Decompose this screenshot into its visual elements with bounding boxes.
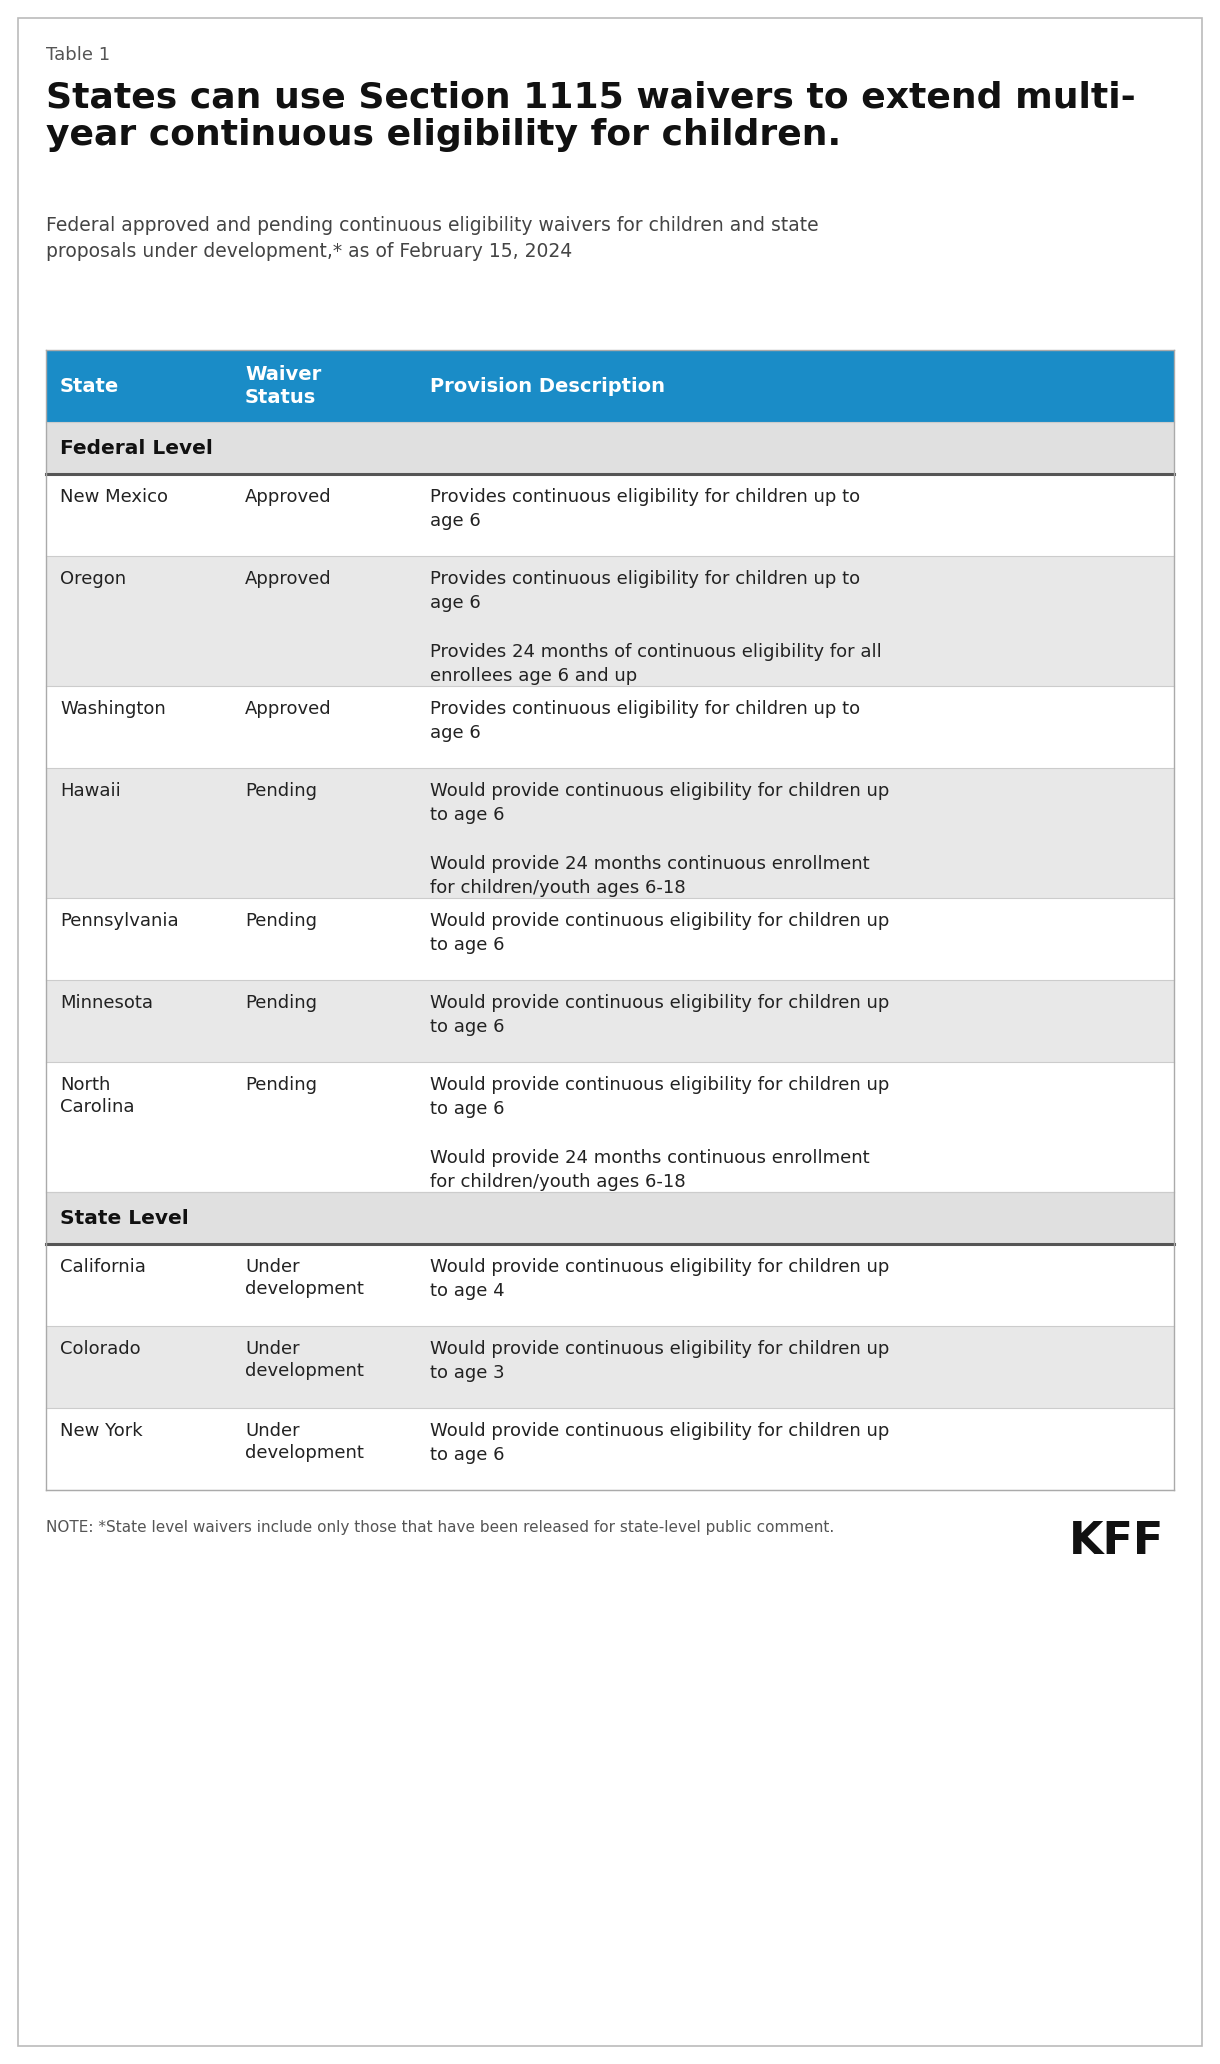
Text: North
Carolina: North Carolina	[60, 1075, 134, 1117]
FancyBboxPatch shape	[46, 421, 1174, 475]
Text: Hawaii: Hawaii	[60, 782, 121, 801]
Text: Approved: Approved	[245, 700, 332, 718]
Text: Under
development: Under development	[245, 1340, 364, 1381]
Text: Would provide continuous eligibility for children up
to age 6: Would provide continuous eligibility for…	[429, 995, 889, 1036]
Text: Pending: Pending	[245, 995, 317, 1011]
Text: NOTE: *State level waivers include only those that have been released for state-: NOTE: *State level waivers include only …	[46, 1519, 834, 1536]
Text: Waiver
Status: Waiver Status	[245, 365, 321, 407]
Text: Would provide continuous eligibility for children up
to age 6

Would provide 24 : Would provide continuous eligibility for…	[429, 782, 889, 898]
Text: Provides continuous eligibility for children up to
age 6: Provides continuous eligibility for chil…	[429, 487, 860, 530]
Text: Federal approved and pending continuous eligibility waivers for children and sta: Federal approved and pending continuous …	[46, 217, 819, 260]
Text: Federal Level: Federal Level	[60, 438, 212, 458]
FancyBboxPatch shape	[46, 768, 1174, 898]
Text: Under
development: Under development	[245, 1422, 364, 1461]
FancyBboxPatch shape	[46, 555, 1174, 685]
Text: Under
development: Under development	[245, 1257, 364, 1298]
Text: Colorado: Colorado	[60, 1340, 140, 1358]
Text: State: State	[60, 376, 120, 396]
Text: Approved: Approved	[245, 487, 332, 506]
Text: Pending: Pending	[245, 1075, 317, 1094]
Text: Pennsylvania: Pennsylvania	[60, 912, 178, 931]
Text: New York: New York	[60, 1422, 143, 1441]
FancyBboxPatch shape	[46, 685, 1174, 768]
Text: Provides continuous eligibility for children up to
age 6: Provides continuous eligibility for chil…	[429, 700, 860, 743]
Text: State Level: State Level	[60, 1210, 189, 1228]
FancyBboxPatch shape	[46, 351, 1174, 421]
Text: Pending: Pending	[245, 912, 317, 931]
Text: Would provide continuous eligibility for children up
to age 6

Would provide 24 : Would provide continuous eligibility for…	[429, 1075, 889, 1191]
FancyBboxPatch shape	[46, 475, 1174, 555]
Text: Approved: Approved	[245, 570, 332, 588]
Text: Provides continuous eligibility for children up to
age 6

Provides 24 months of : Provides continuous eligibility for chil…	[429, 570, 882, 685]
FancyBboxPatch shape	[46, 1063, 1174, 1193]
Text: States can use Section 1115 waivers to extend multi-
year continuous eligibility: States can use Section 1115 waivers to e…	[46, 80, 1136, 153]
Text: Would provide continuous eligibility for children up
to age 3: Would provide continuous eligibility for…	[429, 1340, 889, 1383]
FancyBboxPatch shape	[46, 1193, 1174, 1245]
FancyBboxPatch shape	[46, 898, 1174, 980]
Text: Minnesota: Minnesota	[60, 995, 152, 1011]
FancyBboxPatch shape	[46, 980, 1174, 1063]
Text: KFF: KFF	[1069, 1519, 1164, 1562]
FancyBboxPatch shape	[18, 19, 1202, 2045]
Text: Pending: Pending	[245, 782, 317, 801]
Text: New Mexico: New Mexico	[60, 487, 168, 506]
Text: Washington: Washington	[60, 700, 166, 718]
Text: Would provide continuous eligibility for children up
to age 4: Would provide continuous eligibility for…	[429, 1257, 889, 1300]
Text: Would provide continuous eligibility for children up
to age 6: Would provide continuous eligibility for…	[429, 1422, 889, 1463]
Text: Would provide continuous eligibility for children up
to age 6: Would provide continuous eligibility for…	[429, 912, 889, 954]
Text: Table 1: Table 1	[46, 45, 110, 64]
FancyBboxPatch shape	[46, 1408, 1174, 1490]
Text: Provision Description: Provision Description	[429, 376, 665, 396]
FancyBboxPatch shape	[46, 1245, 1174, 1325]
Text: California: California	[60, 1257, 146, 1276]
FancyBboxPatch shape	[46, 1325, 1174, 1408]
Text: Oregon: Oregon	[60, 570, 126, 588]
